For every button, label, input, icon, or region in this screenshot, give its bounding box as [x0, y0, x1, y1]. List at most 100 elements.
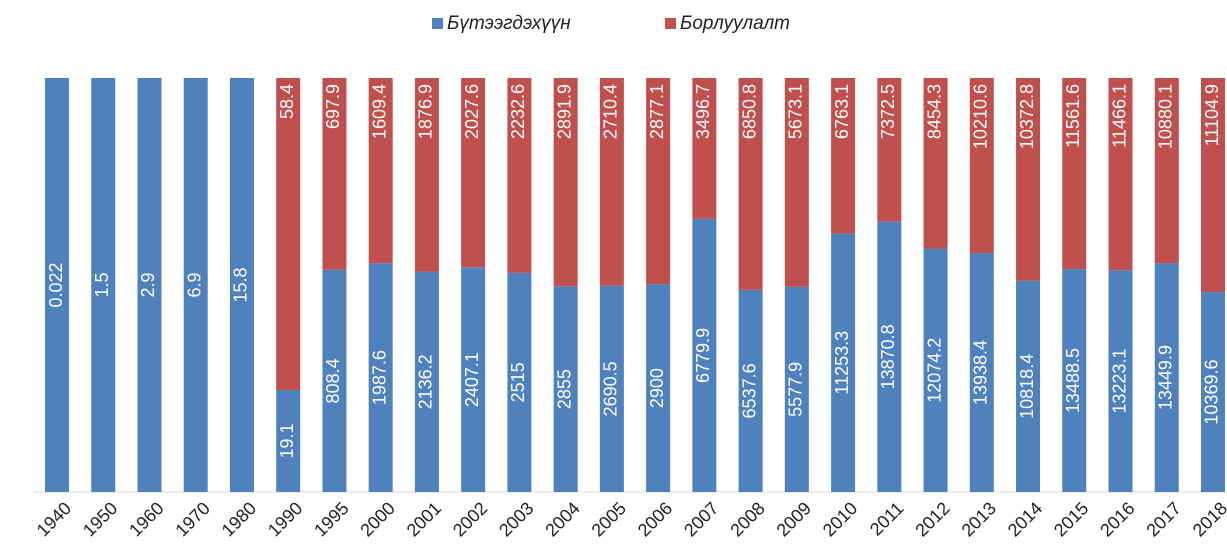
bar-segment — [784, 286, 809, 492]
bar-segment — [1108, 270, 1133, 492]
bar-segment — [1062, 78, 1087, 270]
bar-segment — [738, 289, 763, 492]
x-tick-label: 1995 — [310, 498, 352, 540]
data-label: 5577.9 — [786, 362, 806, 417]
data-label: 1987.6 — [369, 350, 389, 405]
bar-segment — [646, 284, 671, 492]
bar-segment — [137, 78, 162, 492]
bar-segment — [507, 272, 532, 492]
data-label: 6.9 — [184, 272, 204, 297]
bar-segment — [229, 78, 254, 492]
data-label: 0.022 — [46, 262, 66, 307]
bar-segment — [45, 78, 69, 492]
bar-segment — [276, 78, 301, 390]
bar-segment — [1108, 78, 1133, 271]
legend-swatch — [665, 18, 676, 29]
data-label: 10880.1 — [1156, 84, 1176, 149]
bar-segment — [461, 267, 486, 492]
x-tick-label: 2007 — [680, 498, 722, 540]
data-label: 10210.6 — [971, 84, 991, 149]
data-label: 808.4 — [323, 358, 343, 403]
bar-segment — [322, 78, 347, 270]
data-label: 13870.8 — [878, 324, 898, 389]
bar-segment — [877, 221, 902, 492]
bar-segment — [507, 78, 532, 273]
data-label: 1609.4 — [369, 84, 389, 139]
bar-segment — [969, 78, 994, 254]
x-tick-label: 2009 — [773, 498, 815, 540]
x-tick-label: 2014 — [1004, 498, 1046, 540]
bar-segment — [923, 78, 948, 249]
data-label: 1.5 — [92, 272, 112, 297]
bar-segment — [553, 78, 578, 287]
x-tick-label: 2006 — [634, 498, 676, 540]
bar-segment — [368, 263, 393, 492]
data-label: 2710.4 — [601, 84, 621, 139]
bar-segment — [692, 78, 717, 219]
x-tick-label: 2003 — [495, 498, 537, 540]
data-label: 2407.1 — [462, 352, 482, 407]
bar-segment — [646, 78, 671, 285]
data-label: 2900 — [647, 368, 667, 408]
x-tick-label: 2008 — [726, 498, 768, 540]
data-label: 11104.9 — [1202, 84, 1222, 146]
data-label: 19.1 — [277, 423, 297, 458]
data-label: 6763.1 — [832, 84, 852, 139]
data-label: 10818.4 — [1017, 354, 1037, 419]
x-tick-label: 2004 — [541, 498, 583, 540]
x-tick-label: 1980 — [218, 498, 260, 540]
data-label: 2232.6 — [508, 84, 528, 139]
x-tick-label: 1950 — [79, 498, 121, 540]
x-tick-label: 1940 — [33, 498, 75, 540]
legend-text: Борлуулалт — [680, 13, 790, 34]
bar-segment — [1201, 78, 1225, 293]
data-label: 11466.1 — [1109, 84, 1129, 148]
data-label: 2891.9 — [554, 84, 574, 139]
x-tick-label: 2002 — [449, 498, 491, 540]
data-label: 697.9 — [323, 84, 343, 129]
bar-segment — [276, 389, 301, 492]
data-label: 1876.9 — [416, 84, 436, 139]
x-tick-label: 1960 — [125, 498, 167, 540]
bar-segment — [91, 78, 116, 492]
data-label: 13938.4 — [971, 340, 991, 405]
x-tick-label: 2015 — [1050, 498, 1092, 540]
bar-segment — [599, 78, 624, 286]
x-tick-label: 2005 — [588, 498, 630, 540]
data-label: 5673.1 — [786, 84, 806, 139]
bar-segment — [1062, 269, 1087, 492]
bar-segment — [414, 271, 439, 492]
bar-segment — [368, 78, 393, 264]
bar-segment — [692, 218, 717, 492]
x-tick-label: 2013 — [958, 498, 1000, 540]
x-tick-label: 1990 — [264, 498, 306, 540]
data-label: 6537.6 — [739, 363, 759, 418]
bar-segment — [831, 78, 856, 234]
x-tick-label: 2010 — [819, 498, 861, 540]
data-label: 2.9 — [138, 272, 158, 297]
bar-segment — [831, 233, 856, 492]
data-label: 2027.6 — [462, 84, 482, 139]
data-label: 2136.2 — [416, 354, 436, 409]
bar-segment — [414, 78, 439, 272]
bar-segment — [738, 78, 763, 290]
bar-segment — [877, 78, 902, 222]
bar-segment — [461, 78, 486, 268]
data-label: 11253.3 — [832, 331, 852, 395]
bar-segment — [553, 286, 578, 492]
x-tick-label: 2011 — [866, 498, 908, 540]
data-label: 8454.3 — [924, 84, 944, 139]
x-tick-label: 2018 — [1189, 498, 1227, 540]
bar-segment — [1016, 78, 1041, 281]
data-label: 10372.8 — [1017, 84, 1037, 149]
x-tick-label: 2001 — [403, 498, 445, 540]
bar-segment — [183, 78, 208, 492]
x-tick-label: 2000 — [356, 498, 398, 540]
bar-segment — [1016, 280, 1041, 492]
data-label: 13223.1 — [1109, 349, 1129, 414]
data-label: 11561.6 — [1063, 84, 1083, 148]
x-tick-label: 2012 — [911, 498, 953, 540]
data-label: 15.8 — [231, 267, 251, 302]
data-label: 10369.6 — [1202, 360, 1222, 425]
